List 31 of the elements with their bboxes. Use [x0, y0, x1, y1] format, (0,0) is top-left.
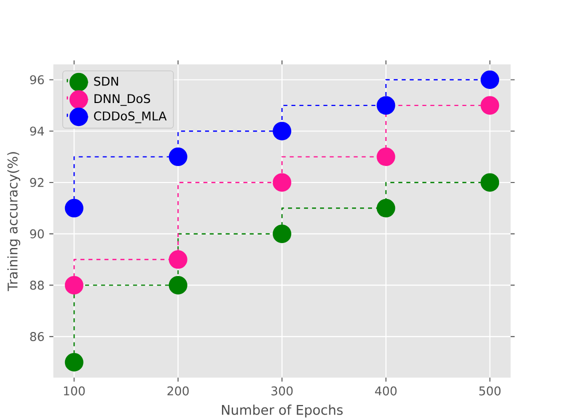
- point: [480, 96, 500, 115]
- point: [480, 70, 500, 90]
- point: [64, 198, 84, 218]
- point: [168, 250, 188, 269]
- point: [480, 173, 500, 192]
- y-tick-label: 90: [30, 229, 44, 238]
- point: [376, 96, 396, 115]
- y-tick-label: 92: [30, 178, 44, 188]
- x-tick-label: 100: [64, 386, 85, 396]
- x-axis-title: Number of Epochs: [222, 404, 343, 418]
- x-tick-label: 500: [479, 386, 501, 396]
- y-tick-label: 88: [30, 280, 44, 290]
- point: [376, 148, 396, 166]
- point: [376, 198, 396, 218]
- y-tick-label: 86: [30, 332, 44, 342]
- legend-label: SDN: [94, 76, 118, 86]
- y-axis-title: Training accuracy(%): [7, 152, 20, 292]
- y-tick-label: 96: [30, 75, 44, 84]
- legend-label: CDDoS_MLA: [94, 111, 167, 124]
- x-tick-label: 400: [375, 386, 397, 396]
- point: [272, 173, 292, 192]
- x-tick-label: 300: [271, 386, 293, 396]
- x-tick-label: 200: [167, 386, 189, 396]
- y-tick-label: 94: [30, 126, 44, 136]
- legend-label: DNN_DoS: [94, 94, 150, 106]
- point: [64, 352, 84, 372]
- point: [168, 148, 188, 166]
- point: [272, 224, 292, 244]
- point: [168, 276, 188, 294]
- point: [272, 122, 292, 140]
- point: [64, 276, 84, 294]
